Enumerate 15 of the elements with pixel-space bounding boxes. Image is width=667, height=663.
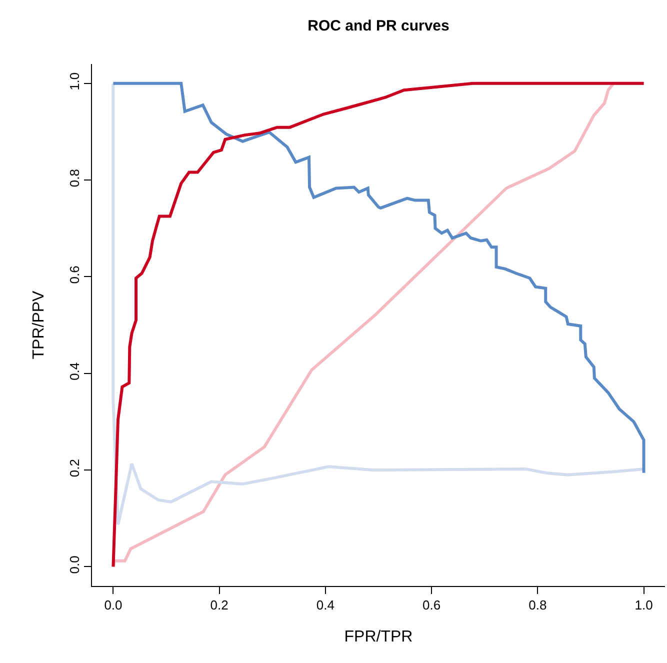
y-axis-title: TPR/PPV bbox=[30, 290, 48, 360]
x-tick-label: 0.4 bbox=[316, 598, 334, 613]
x-tick-label: 0.0 bbox=[104, 598, 122, 613]
x-tick-label: 1.0 bbox=[634, 598, 653, 613]
y-tick-label: 0.0 bbox=[66, 556, 82, 574]
y-tick-label: 0.4 bbox=[66, 362, 82, 380]
x-tick-label: 0.8 bbox=[528, 598, 547, 613]
x-axis-title: FPR/TPR bbox=[344, 628, 413, 646]
y-tick-label: 1.0 bbox=[66, 72, 82, 90]
chart-title: ROC and PR curves bbox=[308, 17, 450, 34]
y-tick-label: 0.6 bbox=[66, 266, 82, 284]
x-tick-label: 0.2 bbox=[210, 598, 228, 613]
y-tick-label: 0.8 bbox=[66, 169, 82, 188]
x-tick-label: 0.6 bbox=[422, 598, 441, 613]
y-tick-label: 0.2 bbox=[66, 459, 82, 478]
